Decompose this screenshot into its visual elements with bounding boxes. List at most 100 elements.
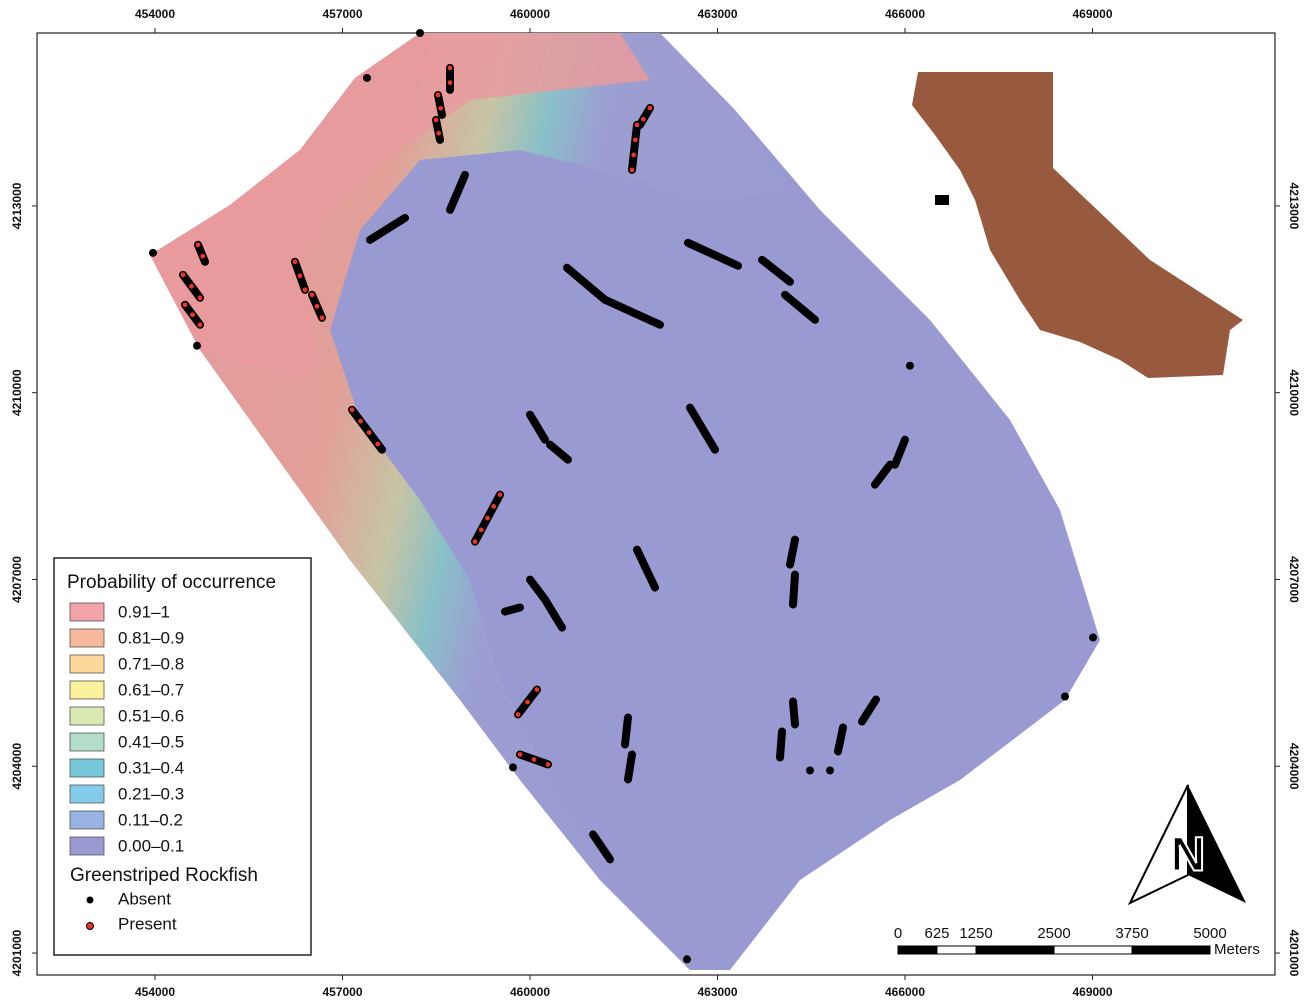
scale-segment <box>976 946 1054 954</box>
y-tick-label-left: 4210000 <box>10 369 24 416</box>
x-tick-label-bottom: 457000 <box>322 985 362 999</box>
y-tick-label-left: 4201000 <box>10 929 24 976</box>
present-marker <box>491 504 496 509</box>
absent-point <box>363 74 371 82</box>
scale-segment <box>1132 946 1210 954</box>
legend-label: 0.41–0.5 <box>118 732 184 751</box>
present-marker <box>436 93 441 98</box>
present-marker <box>633 138 638 143</box>
absent-point <box>1089 634 1097 642</box>
legend-swatch <box>70 629 104 647</box>
present-marker <box>630 168 635 173</box>
y-tick-label-right: 4204000 <box>1287 743 1301 790</box>
absent-point <box>193 342 201 350</box>
scale-label: 2500 <box>1037 925 1070 942</box>
legend-absent-marker <box>87 897 94 904</box>
present-marker <box>648 105 653 110</box>
present-marker <box>479 527 484 532</box>
present-marker <box>518 752 523 757</box>
legend-present: Present <box>118 914 177 933</box>
absent-point <box>683 955 691 963</box>
x-tick-label-top: 469000 <box>1072 7 1112 21</box>
present-marker <box>546 762 551 767</box>
transect <box>628 754 632 779</box>
present-marker <box>358 419 363 424</box>
present-marker <box>434 118 439 123</box>
legend-swatch <box>70 811 104 829</box>
legend-absent: Absent <box>118 889 171 908</box>
present-marker <box>350 407 355 412</box>
x-tick-label-bottom: 463000 <box>697 985 737 999</box>
x-tick-label-top: 457000 <box>322 7 362 21</box>
scale-label: 5000 <box>1193 925 1226 942</box>
present-marker <box>525 700 530 705</box>
legend-label: 0.61–0.7 <box>118 680 184 699</box>
legend-species: Greenstriped Rockfish <box>70 865 258 886</box>
present-marker <box>183 302 188 307</box>
legend-label: 0.51–0.6 <box>118 706 184 725</box>
y-tick-label-right: 4213000 <box>1287 183 1301 230</box>
transect <box>790 540 795 565</box>
present-marker <box>198 322 203 327</box>
present-marker <box>196 242 201 247</box>
present-marker <box>448 66 453 71</box>
transect <box>438 95 442 115</box>
legend-label: 0.00–0.1 <box>118 836 184 855</box>
present-marker <box>200 254 205 259</box>
scale-segment <box>937 946 976 954</box>
transect <box>632 125 637 170</box>
legend-swatch <box>70 759 104 777</box>
scale-segment <box>1054 946 1132 954</box>
legend-swatch <box>70 837 104 855</box>
transect <box>625 717 628 744</box>
y-tick-label-right: 4201000 <box>1287 930 1301 977</box>
x-tick-label-top: 460000 <box>510 7 550 21</box>
present-marker <box>438 106 443 111</box>
scale-label: 3750 <box>1115 925 1148 942</box>
present-marker <box>315 304 320 309</box>
present-marker <box>535 687 540 692</box>
legend-label: 0.31–0.4 <box>118 758 184 777</box>
absent-point <box>806 766 814 774</box>
present-marker <box>367 430 372 435</box>
scale-label: 1250 <box>959 925 992 942</box>
x-tick-label-bottom: 454000 <box>135 985 175 999</box>
transect <box>505 608 520 612</box>
legend-label: 0.71–0.8 <box>118 654 184 673</box>
present-marker <box>635 122 640 127</box>
legend-label: 0.91–1 <box>118 602 170 621</box>
legend-label: 0.81–0.9 <box>118 628 184 647</box>
scale-segment <box>898 946 937 954</box>
x-tick-label-top: 466000 <box>885 7 925 21</box>
transect <box>838 727 843 751</box>
legend-swatch <box>70 655 104 673</box>
absent-point <box>1061 693 1069 701</box>
present-marker <box>448 80 453 85</box>
present-marker <box>436 131 441 136</box>
present-marker <box>641 117 646 122</box>
scale-label: 0 <box>894 925 902 942</box>
present-marker <box>375 442 380 447</box>
present-marker <box>498 492 503 497</box>
legend-present-marker <box>87 923 94 930</box>
present-marker <box>473 539 478 544</box>
present-marker <box>631 153 636 158</box>
x-tick-label-top: 463000 <box>697 7 737 21</box>
present-marker <box>516 712 521 717</box>
legend-swatch <box>70 733 104 751</box>
present-marker <box>190 312 195 317</box>
absent-point <box>509 763 517 771</box>
transect <box>436 120 440 140</box>
x-tick-label-top: 454000 <box>135 7 175 21</box>
x-tick-label-bottom: 466000 <box>885 985 925 999</box>
y-tick-label-left: 4204000 <box>10 743 24 790</box>
y-tick-label-left: 4213000 <box>10 182 24 229</box>
present-marker <box>198 295 203 300</box>
legend-label: 0.11–0.2 <box>118 810 183 829</box>
legend-swatch <box>70 707 104 725</box>
absent-point <box>906 362 914 370</box>
absent-point <box>416 29 424 37</box>
y-tick-label-right: 4210000 <box>1287 369 1301 416</box>
y-tick-label-right: 4207000 <box>1287 556 1301 603</box>
present-marker <box>320 315 325 320</box>
